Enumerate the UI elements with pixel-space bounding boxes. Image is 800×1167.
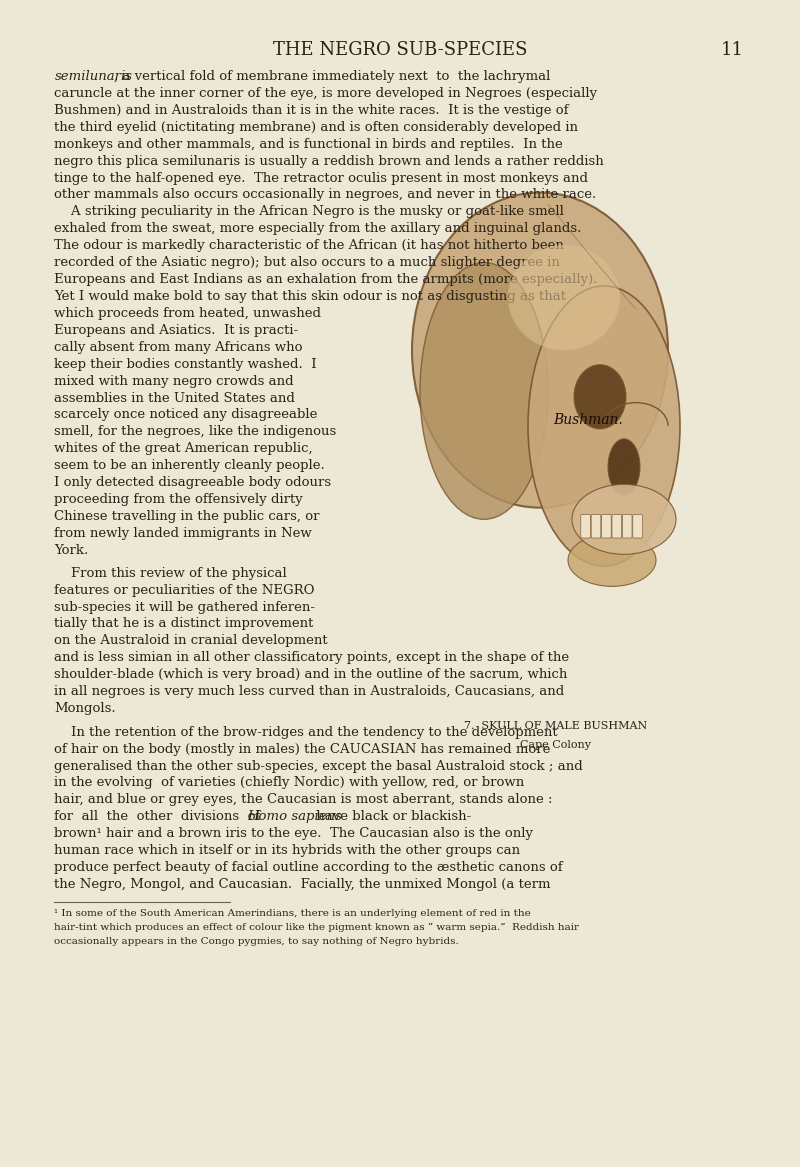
Text: which proceeds from heated, unwashed: which proceeds from heated, unwashed bbox=[54, 307, 322, 320]
Text: seem to be an inherently cleanly people.: seem to be an inherently cleanly people. bbox=[54, 459, 325, 473]
Ellipse shape bbox=[568, 533, 656, 586]
Text: 7.  SKULL OF MALE BUSHMAN: 7. SKULL OF MALE BUSHMAN bbox=[464, 721, 648, 732]
Text: occasionally appears in the Congo pygmies, to say nothing of Negro hybrids.: occasionally appears in the Congo pygmie… bbox=[54, 937, 459, 945]
Text: smell, for the negroes, like the indigenous: smell, for the negroes, like the indigen… bbox=[54, 425, 337, 439]
Text: hair, and blue or grey eyes, the Caucasian is most aberrant, stands alone :: hair, and blue or grey eyes, the Caucasi… bbox=[54, 794, 553, 806]
Text: brown¹ hair and a brown iris to the eye.  The Caucasian also is the only: brown¹ hair and a brown iris to the eye.… bbox=[54, 827, 534, 840]
Text: caruncle at the inner corner of the eye, is more developed in Negroes (especiall: caruncle at the inner corner of the eye,… bbox=[54, 86, 598, 100]
Ellipse shape bbox=[412, 193, 668, 508]
Text: Yet I would make bold to say that this skin odour is not as disgusting as that: Yet I would make bold to say that this s… bbox=[54, 289, 566, 303]
Ellipse shape bbox=[574, 364, 626, 428]
Text: From this review of the physical: From this review of the physical bbox=[54, 567, 287, 580]
Text: produce perfect beauty of facial outline according to the æsthetic canons of: produce perfect beauty of facial outline… bbox=[54, 861, 563, 874]
Text: features or peculiarities of the NEGRO: features or peculiarities of the NEGRO bbox=[54, 584, 315, 596]
Text: assemblies in the United States and: assemblies in the United States and bbox=[54, 391, 295, 405]
Text: The odour is markedly characteristic of the African (it has not hitherto been: The odour is markedly characteristic of … bbox=[54, 239, 564, 252]
Text: tially that he is a distinct improvement: tially that he is a distinct improvement bbox=[54, 617, 314, 630]
Text: from newly landed immigrants in New: from newly landed immigrants in New bbox=[54, 526, 312, 540]
Text: whites of the great American republic,: whites of the great American republic, bbox=[54, 442, 313, 455]
Text: Cape Colony: Cape Colony bbox=[521, 740, 591, 750]
Text: hair-tint which produces an effect of colour like the pigment known as “ warm se: hair-tint which produces an effect of co… bbox=[54, 923, 579, 932]
Ellipse shape bbox=[508, 245, 620, 350]
Ellipse shape bbox=[528, 286, 680, 566]
Text: sub-species it will be gathered inferen-: sub-species it will be gathered inferen- bbox=[54, 601, 315, 614]
Text: tinge to the half-opened eye.  The retractor oculis present in most monkeys and: tinge to the half-opened eye. The retrac… bbox=[54, 172, 588, 184]
Text: negro this plica semilunaris is usually a reddish brown and lends a rather reddi: negro this plica semilunaris is usually … bbox=[54, 154, 604, 168]
Text: Mongols.: Mongols. bbox=[54, 703, 116, 715]
Text: 11: 11 bbox=[721, 41, 744, 58]
Text: scarcely once noticed any disagreeable: scarcely once noticed any disagreeable bbox=[54, 408, 318, 421]
FancyBboxPatch shape bbox=[622, 515, 632, 538]
FancyBboxPatch shape bbox=[602, 515, 611, 538]
Ellipse shape bbox=[572, 484, 676, 554]
Text: Bushman.: Bushman. bbox=[553, 413, 623, 427]
Ellipse shape bbox=[608, 439, 640, 495]
Text: exhaled from the sweat, more especially from the axillary and inguinal glands.: exhaled from the sweat, more especially … bbox=[54, 222, 582, 236]
Text: the Negro, Mongol, and Caucasian.  Facially, the unmixed Mongol (a term: the Negro, Mongol, and Caucasian. Facial… bbox=[54, 878, 551, 892]
Text: I only detected disagreeable body odours: I only detected disagreeable body odours bbox=[54, 476, 331, 489]
Text: and is less simian in all other classificatory points, except in the shape of th: and is less simian in all other classifi… bbox=[54, 651, 570, 664]
Text: Europeans and Asiatics.  It is practi-: Europeans and Asiatics. It is practi- bbox=[54, 323, 298, 337]
Text: ¹ In some of the South American Amerindians, there is an underlying element of r: ¹ In some of the South American Amerindi… bbox=[54, 909, 531, 918]
Text: generalised than the other sub-species, except the basal Australoid stock ; and: generalised than the other sub-species, … bbox=[54, 760, 583, 773]
FancyBboxPatch shape bbox=[633, 515, 642, 538]
Text: human race which in itself or in its hybrids with the other groups can: human race which in itself or in its hyb… bbox=[54, 844, 521, 858]
Text: , a vertical fold of membrane immediately next  to  the lachrymal: , a vertical fold of membrane immediatel… bbox=[114, 70, 550, 83]
FancyBboxPatch shape bbox=[591, 515, 601, 538]
Text: other mammals also occurs occasionally in negroes, and never in the white race.: other mammals also occurs occasionally i… bbox=[54, 188, 597, 202]
FancyBboxPatch shape bbox=[612, 515, 622, 538]
Text: A striking peculiarity in the African Negro is the musky or goat-like smell: A striking peculiarity in the African Ne… bbox=[54, 205, 564, 218]
FancyBboxPatch shape bbox=[581, 515, 590, 538]
Text: Homo sapiens: Homo sapiens bbox=[247, 810, 342, 824]
Text: the third eyelid (nictitating membrane) and is often considerably developed in: the third eyelid (nictitating membrane) … bbox=[54, 120, 578, 134]
Text: Europeans and East Indians as an exhalation from the armpits (more especially).: Europeans and East Indians as an exhalat… bbox=[54, 273, 598, 286]
Text: in all negroes is very much less curved than in Australoids, Caucasians, and: in all negroes is very much less curved … bbox=[54, 685, 565, 698]
Text: keep their bodies constantly washed.  I: keep their bodies constantly washed. I bbox=[54, 357, 317, 371]
Text: recorded of the Asiatic negro); but also occurs to a much slighter degree in: recorded of the Asiatic negro); but also… bbox=[54, 256, 560, 270]
Text: semilunaris: semilunaris bbox=[54, 70, 133, 83]
Text: for  all  the  other  divisions  of: for all the other divisions of bbox=[54, 810, 265, 824]
Text: York.: York. bbox=[54, 544, 89, 557]
Text: on the Australoid in cranial development: on the Australoid in cranial development bbox=[54, 635, 328, 648]
Ellipse shape bbox=[420, 263, 548, 519]
Text: in the evolving  of varieties (chiefly Nordic) with yellow, red, or brown: in the evolving of varieties (chiefly No… bbox=[54, 776, 525, 790]
Text: Chinese travelling in the public cars, or: Chinese travelling in the public cars, o… bbox=[54, 510, 320, 523]
Text: In the retention of the brow-ridges and the tendency to the development: In the retention of the brow-ridges and … bbox=[54, 726, 558, 739]
Text: Bushmen) and in Australoids than it is in the white races.  It is the vestige of: Bushmen) and in Australoids than it is i… bbox=[54, 104, 569, 117]
Text: have black or blackish-: have black or blackish- bbox=[312, 810, 471, 824]
Text: of hair on the body (mostly in males) the CAUCASIAN has remained more: of hair on the body (mostly in males) th… bbox=[54, 742, 550, 756]
Text: cally absent from many Africans who: cally absent from many Africans who bbox=[54, 341, 303, 354]
Text: proceeding from the offensively dirty: proceeding from the offensively dirty bbox=[54, 492, 303, 506]
Text: mixed with many negro crowds and: mixed with many negro crowds and bbox=[54, 375, 294, 387]
Text: monkeys and other mammals, and is functional in birds and reptiles.  In the: monkeys and other mammals, and is functi… bbox=[54, 138, 563, 151]
Text: shoulder-blade (which is very broad) and in the outline of the sacrum, which: shoulder-blade (which is very broad) and… bbox=[54, 669, 568, 682]
Text: THE NEGRO SUB-SPECIES: THE NEGRO SUB-SPECIES bbox=[273, 41, 527, 58]
